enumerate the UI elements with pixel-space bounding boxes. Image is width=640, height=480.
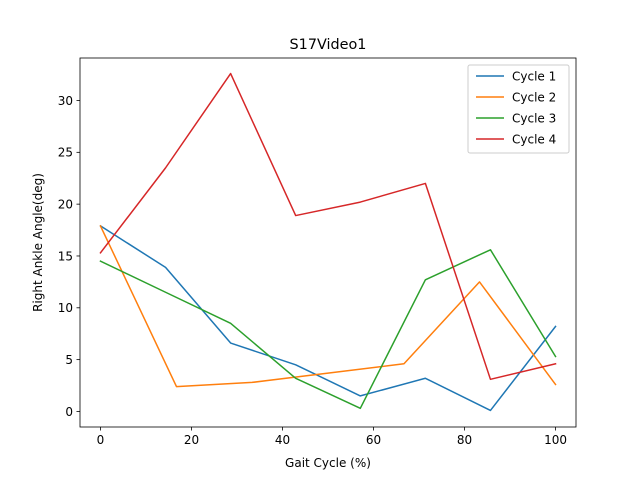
data-point <box>175 385 177 387</box>
data-point <box>251 381 253 383</box>
y-axis-label: Right Ankle Angle(deg) <box>31 173 45 312</box>
data-point <box>489 409 491 411</box>
x-axis: 0 20 40 60 80 100 <box>97 427 567 447</box>
data-point <box>489 249 491 251</box>
series-line-cycle-1 <box>99 224 557 412</box>
y-tick-label: 5 <box>65 353 73 367</box>
data-point <box>359 395 361 397</box>
data-point <box>294 377 296 379</box>
axes-frame <box>79 57 577 428</box>
data-point <box>294 364 296 366</box>
data-point <box>99 252 101 254</box>
legend: Cycle 1 Cycle 2 Cycle 3 Cycle 4 <box>467 64 570 154</box>
legend-label: Cycle 4 <box>512 132 556 146</box>
data-point <box>99 260 101 262</box>
data-point <box>478 281 480 283</box>
legend-box <box>467 64 570 154</box>
data-point <box>229 72 231 74</box>
legend-label: Cycle 1 <box>512 69 556 83</box>
data-point <box>359 407 361 409</box>
x-tick-label: 40 <box>275 433 290 447</box>
data-point <box>424 182 426 184</box>
data-point <box>554 325 556 327</box>
data-point <box>489 378 491 380</box>
data-point <box>424 377 426 379</box>
data-point <box>424 279 426 281</box>
y-tick-label: 10 <box>58 301 73 315</box>
y-tick-label: 0 <box>65 405 73 419</box>
data-point <box>229 342 231 344</box>
series-line-cycle-4 <box>99 72 557 381</box>
legend-label: Cycle 3 <box>512 111 556 125</box>
y-tick-label: 30 <box>58 94 73 108</box>
legend-label: Cycle 2 <box>512 90 556 104</box>
x-tick-label: 20 <box>184 433 199 447</box>
data-point <box>554 363 556 365</box>
y-tick-label: 25 <box>58 146 73 160</box>
data-point <box>359 201 361 203</box>
x-tick-label: 100 <box>544 433 567 447</box>
data-point <box>164 167 166 169</box>
chart-title: S17Video1 <box>290 37 367 53</box>
plot-area <box>99 72 557 412</box>
series-line-cycle-2 <box>99 224 557 388</box>
data-point <box>164 291 166 293</box>
y-tick-label: 15 <box>58 249 73 263</box>
x-axis-label: Gait Cycle (%) <box>285 456 371 470</box>
y-axis: 0 5 10 15 20 25 30 <box>58 94 80 419</box>
series-line-cycle-3 <box>99 249 557 410</box>
data-point <box>403 363 405 365</box>
y-tick-label: 20 <box>58 197 73 211</box>
data-point <box>99 225 101 227</box>
data-point <box>294 214 296 216</box>
data-point <box>554 383 556 385</box>
x-tick-label: 0 <box>97 433 105 447</box>
data-point <box>164 266 166 268</box>
data-point <box>327 372 329 374</box>
x-tick-label: 60 <box>366 433 381 447</box>
data-point <box>229 322 231 324</box>
x-tick-label: 80 <box>457 433 472 447</box>
data-point <box>554 355 556 357</box>
